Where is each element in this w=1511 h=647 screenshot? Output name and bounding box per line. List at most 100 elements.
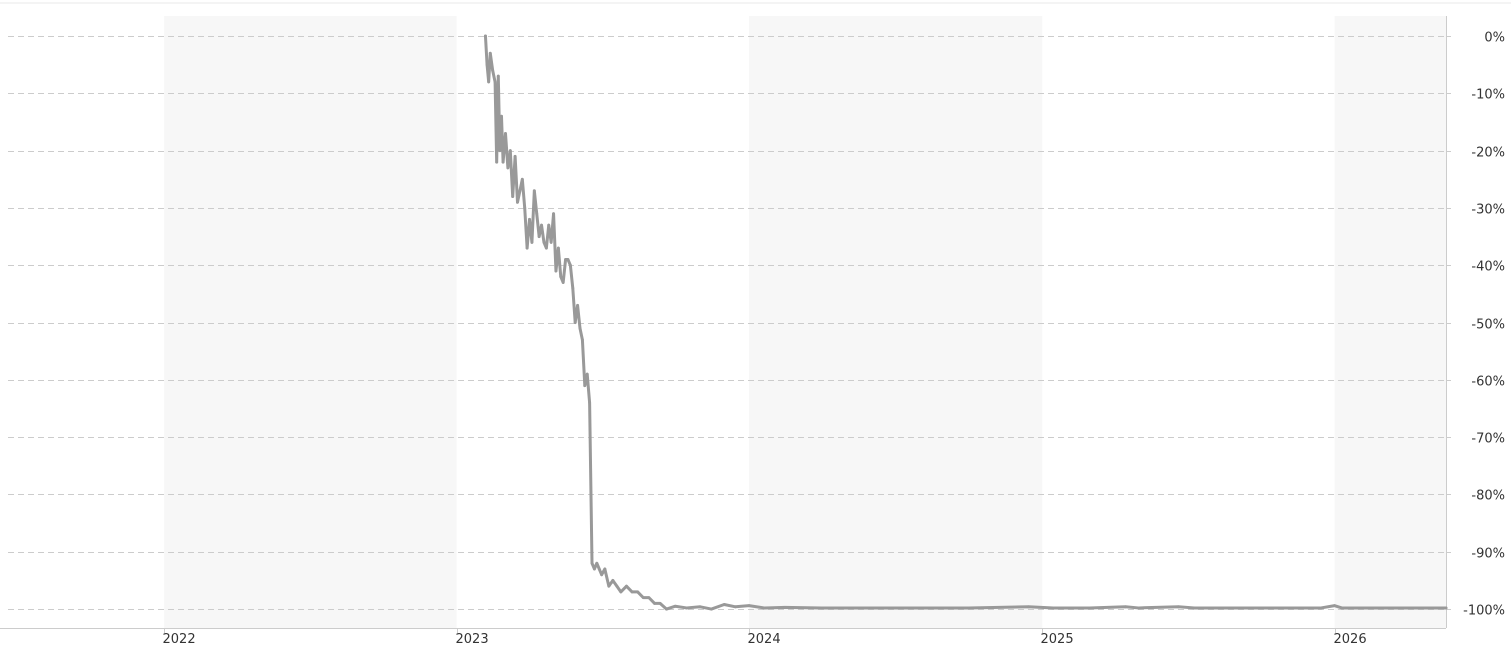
data-point [1193, 606, 1196, 610]
data-point [537, 235, 541, 239]
data-point [734, 605, 737, 609]
data-point [611, 579, 615, 582]
data-point [1124, 605, 1127, 609]
data-point [518, 189, 522, 193]
data-point [709, 607, 713, 611]
data-point [573, 321, 577, 324]
y-tick-label: -30% [1471, 203, 1505, 218]
data-point [1177, 605, 1180, 609]
series-line [483, 34, 1448, 611]
year-band-2026 [1334, 16, 1446, 628]
y-tick-label: -20% [1471, 146, 1505, 161]
data-point [504, 132, 507, 135]
data-point [544, 246, 548, 250]
data-point [493, 80, 497, 84]
data-point [1319, 606, 1323, 610]
data-point [619, 590, 623, 594]
data-point [564, 258, 567, 261]
data-point [1136, 606, 1140, 610]
y-tick-label: -50% [1471, 318, 1505, 333]
data-point [673, 604, 677, 608]
data-point [588, 401, 592, 405]
data-point [603, 567, 607, 571]
y-tick-labels: 0% -10% -20% -30% -40% -50% -60% -70% -80% -90% -1… [1463, 31, 1505, 619]
x-tick-label: 2024 [748, 632, 781, 643]
x-tick-label: 2023 [456, 632, 489, 643]
data-point [869, 606, 873, 610]
data-point [559, 275, 563, 279]
data-point [698, 605, 702, 609]
y-tick-label: -10% [1471, 88, 1505, 103]
series-layer [483, 34, 1448, 611]
data-point [568, 263, 572, 267]
data-point [508, 149, 512, 153]
x-tick-label: 2022 [163, 632, 196, 643]
data-point [498, 149, 502, 153]
data-point [967, 606, 970, 610]
data-point [491, 69, 495, 72]
data-point [583, 384, 587, 388]
data-point [485, 63, 489, 67]
data-point [495, 160, 499, 164]
data-point [511, 195, 515, 198]
data-point [1444, 606, 1448, 610]
year-bands [164, 16, 1446, 628]
y-tick-label: -70% [1471, 432, 1505, 447]
data-point [658, 601, 662, 605]
data-point [535, 212, 539, 216]
data-point [1284, 606, 1288, 610]
data-point [685, 606, 688, 610]
data-point [593, 567, 596, 571]
data-point [636, 590, 640, 594]
data-point [747, 604, 751, 608]
data-point [566, 258, 570, 261]
data-point [484, 34, 487, 38]
data-point [1088, 606, 1091, 610]
data-point [918, 606, 922, 610]
data-point [552, 212, 555, 216]
data-point [820, 606, 824, 610]
y-tick-label: -60% [1471, 375, 1505, 390]
data-point [1333, 604, 1337, 608]
data-point [542, 240, 546, 244]
y-tick-label: -40% [1471, 260, 1505, 275]
data-point [487, 80, 491, 84]
x-tick-label: 2026 [1334, 632, 1367, 643]
data-point [595, 561, 599, 565]
data-point [532, 189, 536, 193]
data-point [520, 177, 524, 181]
x-tick-labels: 2022 2023 2024 2025 2026 [163, 632, 1367, 647]
data-point [501, 160, 505, 164]
data-point [556, 246, 560, 250]
data-point [496, 74, 500, 78]
data-point [578, 326, 582, 330]
data-point [528, 218, 531, 221]
data-point [500, 114, 503, 118]
data-point [523, 206, 527, 210]
data-point [615, 584, 619, 588]
data-point [549, 240, 553, 244]
y-tick-label: -100% [1463, 604, 1505, 619]
data-point [607, 584, 611, 588]
y-tick-label: 0% [1484, 31, 1505, 46]
data-point [597, 567, 601, 571]
data-point [561, 281, 565, 284]
data-point [1235, 606, 1239, 610]
x-tick-label: 2025 [1041, 632, 1074, 643]
data-point [600, 573, 604, 577]
data-point [547, 223, 551, 227]
data-point [1027, 605, 1031, 609]
data-point [783, 605, 787, 609]
data-point [1052, 606, 1055, 610]
data-point [530, 240, 534, 244]
year-band-2022 [164, 16, 457, 628]
data-point [585, 372, 589, 376]
data-point [641, 596, 645, 600]
data-point [1340, 606, 1344, 610]
data-point [590, 561, 594, 565]
data-point [625, 584, 628, 588]
data-point [540, 223, 543, 227]
data-point [762, 606, 766, 610]
